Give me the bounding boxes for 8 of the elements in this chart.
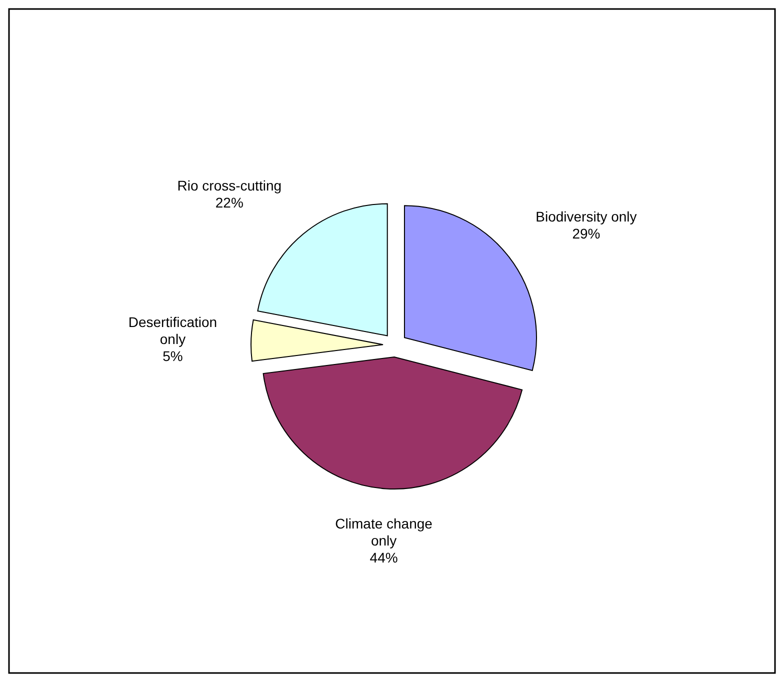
data-label: 29% bbox=[572, 225, 600, 242]
slice-label: Biodiversity only bbox=[536, 208, 637, 224]
data-label: 44% bbox=[370, 550, 398, 566]
data-label: 22% bbox=[215, 194, 244, 210]
slice-label: Desertification only bbox=[128, 314, 218, 347]
slice-label: Rio cross-cutting bbox=[177, 177, 282, 194]
slice-label: Climate change only bbox=[335, 516, 433, 549]
data-label: 5% bbox=[162, 348, 183, 364]
